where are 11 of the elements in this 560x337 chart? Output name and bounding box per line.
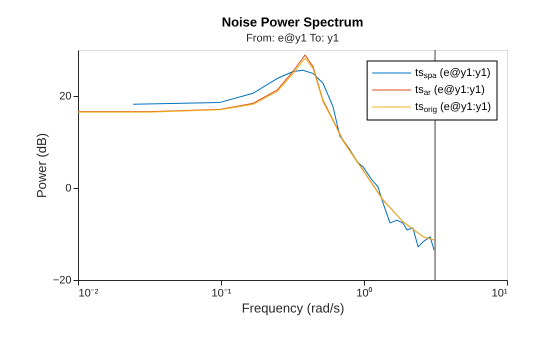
- x-tick-label: 10⁻¹: [212, 288, 232, 300]
- chart-title: Noise Power Spectrum: [222, 14, 364, 30]
- y-axis-title: Power (dB): [34, 132, 49, 198]
- chart-subtitle: From: e@y1 To: y1: [246, 32, 339, 44]
- x-tick-label: 10⁻²: [78, 288, 99, 300]
- x-axis-title: Frequency (rad/s): [242, 300, 344, 316]
- x-tick-label: 10⁰: [356, 286, 373, 300]
- y-tick-label: 0: [65, 182, 72, 194]
- y-tick-label: −20: [52, 274, 72, 286]
- x-tick-label: 10¹: [492, 288, 508, 300]
- y-tick-label: 20: [59, 90, 72, 102]
